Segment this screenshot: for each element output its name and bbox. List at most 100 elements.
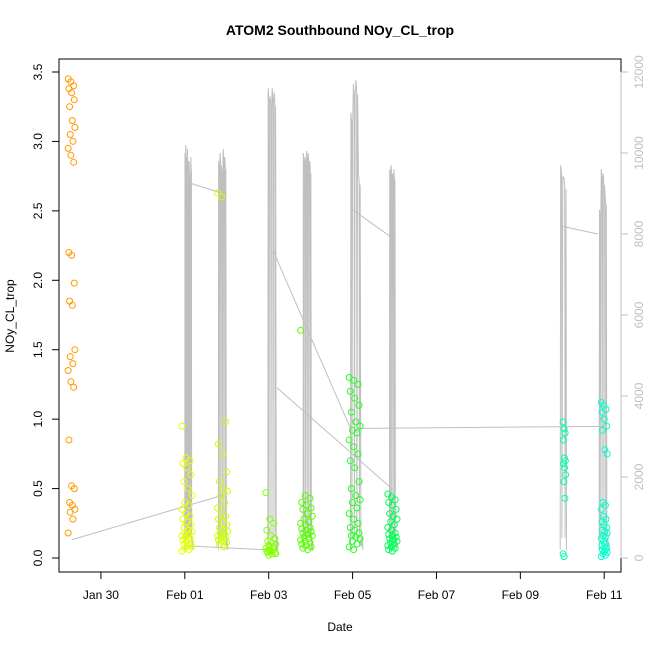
y-axis: 0.0 0.5 1.0 1.5 2.0 2.5 3.0 3.5 xyxy=(31,63,60,566)
right-tick-label: 12000 xyxy=(632,55,646,89)
data-point xyxy=(559,436,567,444)
data-point xyxy=(601,501,609,509)
altitude-transit-5 xyxy=(352,209,393,239)
data-point xyxy=(68,117,76,125)
data-point xyxy=(67,378,75,386)
data-point xyxy=(66,508,74,516)
data-point xyxy=(272,550,280,558)
data-point xyxy=(386,535,394,543)
right-tick-label: 10000 xyxy=(632,136,646,170)
data-point xyxy=(70,383,78,391)
data-point xyxy=(562,471,570,479)
data-point xyxy=(304,546,312,554)
data-point xyxy=(188,492,196,499)
data-point xyxy=(179,536,187,544)
data-point xyxy=(603,422,611,430)
data-point xyxy=(215,440,222,448)
y-tick-label: 1.5 xyxy=(31,341,45,358)
data-point xyxy=(345,436,353,444)
data-point xyxy=(347,408,355,416)
series-flight-4 xyxy=(262,489,280,559)
data-point xyxy=(388,547,396,555)
data-point xyxy=(264,537,272,545)
altitude-series xyxy=(71,80,609,552)
data-point xyxy=(391,496,399,504)
data-point xyxy=(223,468,231,476)
data-point xyxy=(186,512,194,520)
data-point xyxy=(350,443,358,451)
data-point xyxy=(215,536,222,544)
x-tick-label: Feb 05 xyxy=(334,588,372,602)
data-point xyxy=(306,494,314,502)
data-point xyxy=(185,501,193,509)
y-tick-label: 2.0 xyxy=(31,272,45,289)
data-point xyxy=(347,485,355,493)
x-axis-label: Date xyxy=(327,620,353,634)
data-point xyxy=(69,515,77,523)
data-point xyxy=(263,526,271,534)
data-point xyxy=(560,553,568,561)
y-tick-label: 2.5 xyxy=(31,202,45,219)
y-tick-label: 0.5 xyxy=(31,480,45,497)
data-point xyxy=(597,553,605,561)
altitude-profile-3 xyxy=(302,150,314,552)
data-point xyxy=(561,494,569,502)
data-point xyxy=(178,505,186,513)
x-tick-label: Feb 09 xyxy=(502,588,540,602)
data-point xyxy=(218,193,226,201)
right-tick-label: 2000 xyxy=(632,463,646,490)
x-tick-label: Feb 03 xyxy=(250,588,288,602)
data-point xyxy=(64,367,72,374)
data-point xyxy=(180,540,188,548)
data-point xyxy=(69,360,77,368)
data-point xyxy=(384,542,392,549)
series-flight-9 xyxy=(597,399,611,561)
data-point xyxy=(68,89,76,97)
data-point xyxy=(392,505,400,513)
data-point xyxy=(385,546,393,554)
data-point xyxy=(68,251,76,259)
data-point xyxy=(69,137,77,145)
data-point xyxy=(71,124,79,131)
altitude-profile-4 xyxy=(349,80,364,550)
data-point xyxy=(390,521,398,529)
data-point xyxy=(262,489,270,497)
right-tick-label: 6000 xyxy=(632,301,646,328)
data-point xyxy=(350,546,358,554)
data-point xyxy=(298,525,306,533)
data-point xyxy=(603,450,611,458)
data-point xyxy=(299,505,307,513)
data-point xyxy=(350,515,358,523)
data-point xyxy=(214,532,221,540)
data-point xyxy=(355,478,363,486)
data-point xyxy=(266,515,274,523)
altitude-profile-0 xyxy=(184,144,193,550)
data-point xyxy=(352,492,360,499)
data-point xyxy=(265,551,273,559)
data-point xyxy=(224,487,232,495)
data-point xyxy=(71,346,79,354)
data-point xyxy=(67,151,75,159)
data-point xyxy=(350,376,358,384)
data-point xyxy=(354,519,362,527)
data-point xyxy=(388,501,396,509)
data-point xyxy=(355,401,363,409)
data-point xyxy=(560,478,568,486)
data-point xyxy=(307,504,315,512)
altitude-profile-5 xyxy=(388,165,398,550)
data-point xyxy=(560,425,568,433)
data-point xyxy=(346,387,354,395)
data-point xyxy=(222,418,230,426)
data-point xyxy=(179,460,187,468)
x-tick-label: Feb 07 xyxy=(418,588,456,602)
y-tick-label: 3.5 xyxy=(31,63,45,80)
data-point xyxy=(178,422,186,430)
data-point xyxy=(345,543,353,551)
data-point xyxy=(216,478,223,486)
data-point xyxy=(385,530,393,538)
data-point xyxy=(351,464,359,472)
data-point xyxy=(298,540,306,548)
data-point xyxy=(308,512,316,520)
data-point xyxy=(598,408,606,416)
